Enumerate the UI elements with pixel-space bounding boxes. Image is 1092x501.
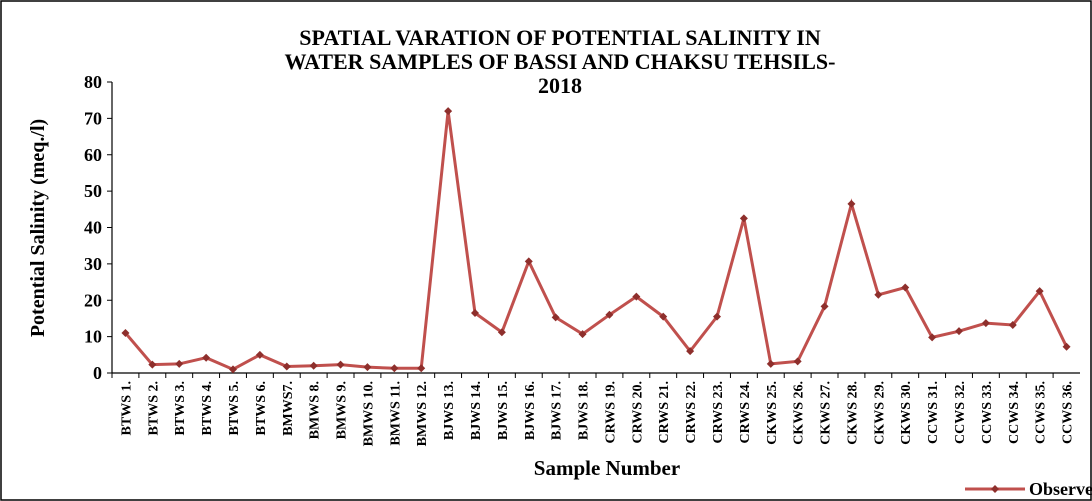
y-tick-label: 80 [84, 72, 102, 92]
data-point [497, 328, 506, 337]
data-point [551, 313, 560, 322]
data-point [471, 308, 479, 317]
data-point [901, 283, 910, 292]
data-point [309, 361, 318, 370]
data-point [874, 290, 883, 299]
x-tick-label: BMWS 10. [361, 381, 376, 446]
y-tick-label: 0 [93, 363, 102, 383]
x-tick-label: BJWS 15. [496, 381, 511, 440]
x-tick-label: CKWS 26. [792, 381, 807, 445]
x-tick-label: BJWS 16. [523, 381, 538, 440]
x-tick-label: BTWS 3. [173, 381, 188, 435]
data-point [713, 312, 721, 321]
y-tick-label: 50 [84, 181, 102, 201]
data-point [524, 257, 533, 266]
x-tick-label: BMWS 9. [335, 381, 350, 439]
x-tick-label: CCWS 34. [1007, 381, 1022, 444]
chart-title: SPATIAL VARATION OF POTENTIAL SALINITY I… [299, 25, 821, 50]
data-point [820, 302, 829, 311]
data-point [578, 330, 587, 339]
x-tick-label: CKWS 28. [845, 381, 860, 445]
legend-marker [991, 485, 999, 493]
data-point [793, 357, 802, 366]
data-point [981, 319, 990, 328]
x-tick-label: BTWS 6. [254, 381, 269, 435]
data-point [766, 359, 775, 368]
x-tick-label: CKWS 25. [765, 381, 780, 445]
data-point [148, 360, 157, 369]
x-tick-label: CKWS 27. [819, 381, 834, 445]
data-point [229, 365, 237, 374]
data-point [175, 359, 184, 368]
x-tick-label: BJWS 13. [442, 381, 457, 440]
data-point [739, 214, 748, 223]
x-tick-label: CRWS 21. [657, 381, 672, 444]
x-tick-label: BMWS 8. [308, 381, 323, 439]
data-point [202, 353, 211, 362]
x-tick-label: CRWS 20. [630, 381, 645, 444]
x-tick-label: BJWS 14. [469, 381, 484, 440]
x-tick-label: BTWS 4. [200, 381, 215, 435]
y-tick-label: 30 [84, 254, 102, 274]
x-tick-label: CKWS 29. [872, 381, 887, 445]
x-axis-title: Sample Number [534, 456, 680, 480]
data-point [605, 310, 614, 319]
x-tick-label: BMWS7. [281, 381, 296, 436]
y-tick-label: 10 [84, 327, 102, 347]
x-tick-label: CKWS 30. [899, 381, 914, 445]
data-point [847, 199, 856, 208]
data-point [336, 360, 345, 369]
legend-label: Observed [1029, 479, 1092, 499]
x-tick-label: CCWS 31. [926, 381, 941, 444]
data-point [417, 364, 426, 373]
x-tick-label: CRWS 22. [684, 381, 699, 444]
y-tick-label: 40 [84, 218, 102, 238]
x-tick-label: CRWS 23. [711, 381, 726, 444]
data-point [955, 327, 963, 336]
y-tick-label: 70 [84, 108, 102, 128]
x-tick-label: BMWS 12. [415, 381, 430, 446]
x-tick-label: BJWS 17. [550, 381, 565, 440]
x-tick-label: CCWS 36. [1061, 381, 1076, 444]
x-tick-label: BTWS 2. [146, 381, 161, 435]
y-tick-label: 60 [84, 145, 102, 165]
y-axis-title: Potential Salinity (meq./l) [27, 119, 49, 337]
data-point [1062, 342, 1071, 351]
series-line [124, 110, 1068, 372]
x-tick-label: BTWS 5. [227, 381, 242, 435]
data-point [444, 107, 453, 116]
x-tick-label: CCWS 35. [1034, 381, 1049, 444]
x-tick-label: CCWS 33. [980, 381, 995, 444]
x-tick-label: CCWS 32. [953, 381, 968, 444]
data-point [390, 364, 399, 373]
y-tick-label: 20 [84, 290, 102, 310]
data-point [363, 363, 372, 372]
x-tick-label: CRWS 19. [603, 381, 618, 444]
x-tick-label: BMWS 11. [388, 381, 403, 446]
data-point [1035, 287, 1044, 296]
data-point [686, 347, 695, 356]
chart-title: WATER SAMPLES OF BASSI AND CHAKSU TEHSIL… [285, 49, 836, 74]
data-point [928, 333, 937, 342]
data-point [282, 362, 291, 371]
x-tick-label: BTWS 1. [119, 381, 134, 435]
data-point [659, 312, 668, 321]
x-tick-label: BJWS 18. [577, 381, 592, 440]
data-point [1008, 320, 1017, 329]
x-tick-label: CRWS 24. [738, 381, 753, 444]
data-point [121, 328, 130, 337]
chart-title: 2018 [538, 73, 582, 98]
data-point [632, 292, 641, 301]
data-point [255, 350, 264, 359]
